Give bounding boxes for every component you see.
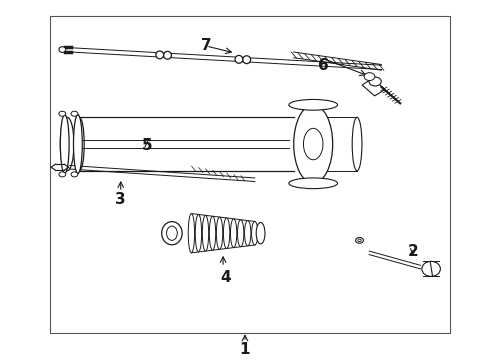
Text: 5: 5 bbox=[142, 138, 153, 153]
Ellipse shape bbox=[74, 114, 82, 174]
Ellipse shape bbox=[352, 117, 362, 171]
Ellipse shape bbox=[256, 222, 265, 244]
Text: 6: 6 bbox=[318, 58, 328, 73]
Ellipse shape bbox=[294, 105, 333, 183]
Bar bbox=[50, 15, 450, 333]
Ellipse shape bbox=[59, 111, 66, 116]
Ellipse shape bbox=[202, 215, 209, 251]
Ellipse shape bbox=[303, 129, 323, 160]
Ellipse shape bbox=[223, 218, 230, 248]
Ellipse shape bbox=[230, 219, 237, 248]
Ellipse shape bbox=[356, 238, 364, 243]
Ellipse shape bbox=[289, 99, 338, 110]
Ellipse shape bbox=[60, 114, 69, 174]
Ellipse shape bbox=[369, 77, 381, 86]
Ellipse shape bbox=[156, 51, 164, 59]
Ellipse shape bbox=[74, 117, 84, 171]
Text: 7: 7 bbox=[201, 39, 211, 54]
Text: 4: 4 bbox=[220, 270, 231, 285]
Ellipse shape bbox=[71, 172, 78, 177]
Ellipse shape bbox=[422, 261, 441, 276]
Ellipse shape bbox=[59, 47, 66, 53]
Ellipse shape bbox=[196, 215, 201, 252]
Ellipse shape bbox=[209, 216, 216, 250]
Ellipse shape bbox=[167, 226, 177, 240]
Ellipse shape bbox=[251, 221, 258, 245]
Text: 3: 3 bbox=[116, 192, 126, 207]
Ellipse shape bbox=[59, 172, 66, 177]
Ellipse shape bbox=[243, 56, 250, 64]
Ellipse shape bbox=[358, 239, 361, 242]
Ellipse shape bbox=[71, 111, 78, 116]
Ellipse shape bbox=[164, 51, 171, 59]
Text: 1: 1 bbox=[240, 342, 250, 357]
Ellipse shape bbox=[188, 213, 195, 253]
Text: 2: 2 bbox=[408, 244, 418, 258]
Ellipse shape bbox=[289, 178, 338, 189]
Ellipse shape bbox=[238, 220, 244, 247]
Ellipse shape bbox=[235, 55, 243, 63]
Ellipse shape bbox=[245, 221, 251, 246]
Ellipse shape bbox=[60, 117, 74, 171]
Bar bbox=[362, 78, 385, 96]
Ellipse shape bbox=[364, 73, 375, 81]
Ellipse shape bbox=[162, 222, 182, 245]
Ellipse shape bbox=[217, 217, 223, 249]
